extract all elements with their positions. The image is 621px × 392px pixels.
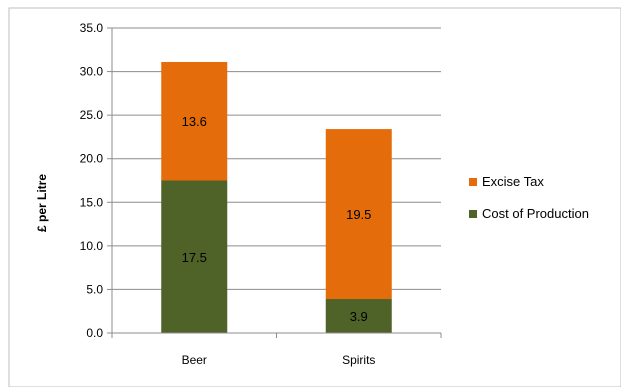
legend-label: Cost of Production xyxy=(482,206,589,221)
y-tick-label: 35.0 xyxy=(80,21,104,35)
bar-segment xyxy=(325,299,392,333)
data-label: 19.5 xyxy=(346,207,371,222)
axes: 0.0 5.0 10.0 15.0 20.0 25.0 30.0 35.0 Beer Spirit… xyxy=(80,21,442,367)
legend: Excise Tax Cost of Production xyxy=(469,174,589,221)
bar-segment xyxy=(325,129,392,300)
x-tick-label: Beer xyxy=(182,353,207,367)
legend-swatch xyxy=(469,178,477,186)
bar-segment xyxy=(161,61,228,181)
y-tick-label: 0.0 xyxy=(86,326,103,340)
y-tick-label: 5.0 xyxy=(86,282,103,296)
y-tick-label: 30.0 xyxy=(80,65,104,79)
legend-label: Excise Tax xyxy=(482,174,544,189)
y-tick-label: 10.0 xyxy=(80,239,104,253)
y-axis-label: £ per Litre xyxy=(35,174,49,232)
data-label: 13.6 xyxy=(182,114,207,129)
data-label: 3.9 xyxy=(350,309,368,324)
bar-segment xyxy=(161,180,228,333)
y-tick-label: 25.0 xyxy=(80,108,104,122)
x-tick-label: Spirits xyxy=(342,353,375,367)
y-tick-label: 20.0 xyxy=(80,152,104,166)
bars: 17.5 13.6 3.9 19.5 xyxy=(161,61,392,333)
data-label: 17.5 xyxy=(182,250,207,265)
y-tick-label: 15.0 xyxy=(80,195,104,209)
legend-swatch xyxy=(469,210,477,218)
